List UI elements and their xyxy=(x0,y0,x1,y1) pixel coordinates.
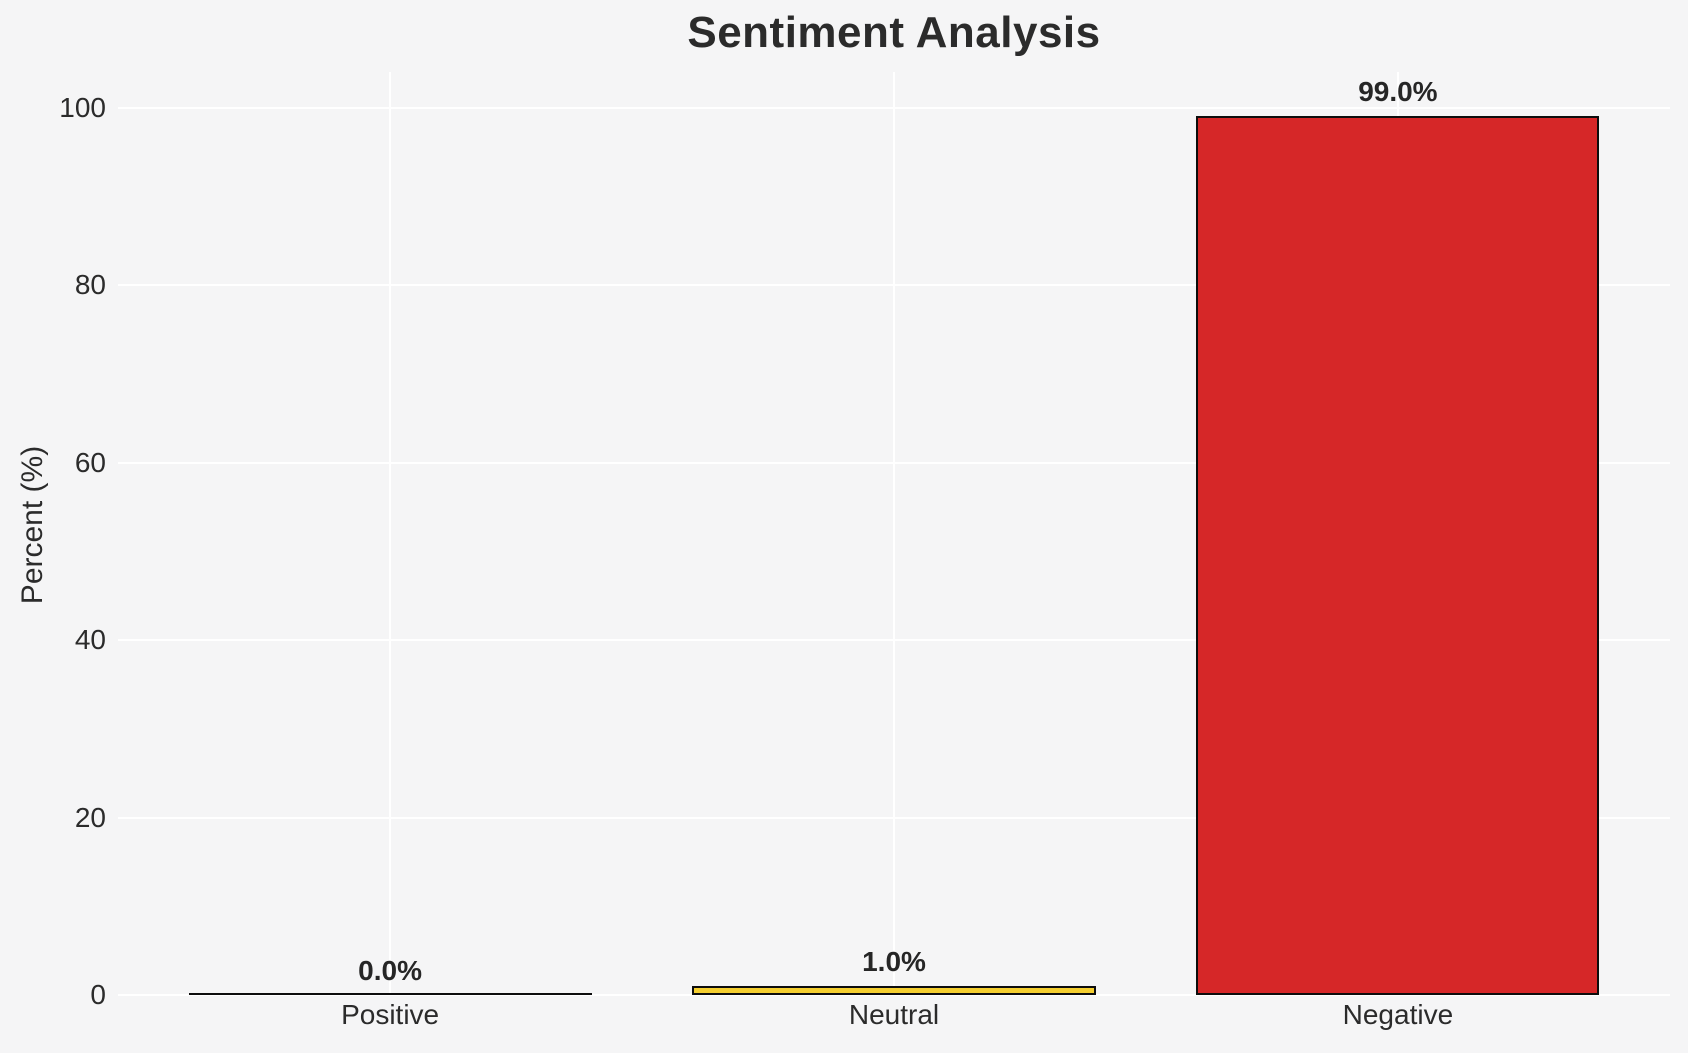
x-tick-label-negative: Negative xyxy=(1342,999,1454,1030)
bar-neutral xyxy=(692,986,1096,995)
y-tick-label: 40 xyxy=(74,624,106,655)
gridline-horizontal xyxy=(118,994,1670,996)
x-axis-labels: Positive Neutral Negative xyxy=(118,1001,1670,1041)
bar-positive xyxy=(188,993,592,995)
bar-value-label: 99.0% xyxy=(1358,76,1438,108)
y-tick-label: 100 xyxy=(59,91,106,123)
y-tick-label: 0 xyxy=(90,979,106,1010)
y-tick-label: 20 xyxy=(74,801,106,833)
chart-title: Sentiment Analysis xyxy=(687,8,1101,57)
x-tick-label-neutral: Neutral xyxy=(848,999,940,1030)
bar-value-label: 1.0% xyxy=(862,946,926,978)
y-tick-label: 80 xyxy=(74,269,106,300)
bar-value-label: 0.0% xyxy=(358,955,423,986)
x-tick-label-positive: Positive xyxy=(341,999,440,1030)
bar-negative xyxy=(1196,116,1600,995)
gridline-vertical xyxy=(893,72,895,995)
gridline-vertical xyxy=(389,72,392,995)
y-tick-label: 60 xyxy=(74,446,106,478)
plot-area: 0.0% 1.0% 99.0% xyxy=(118,72,1670,996)
y-axis-ticks: 0 20 40 60 80 100 xyxy=(0,72,106,1009)
